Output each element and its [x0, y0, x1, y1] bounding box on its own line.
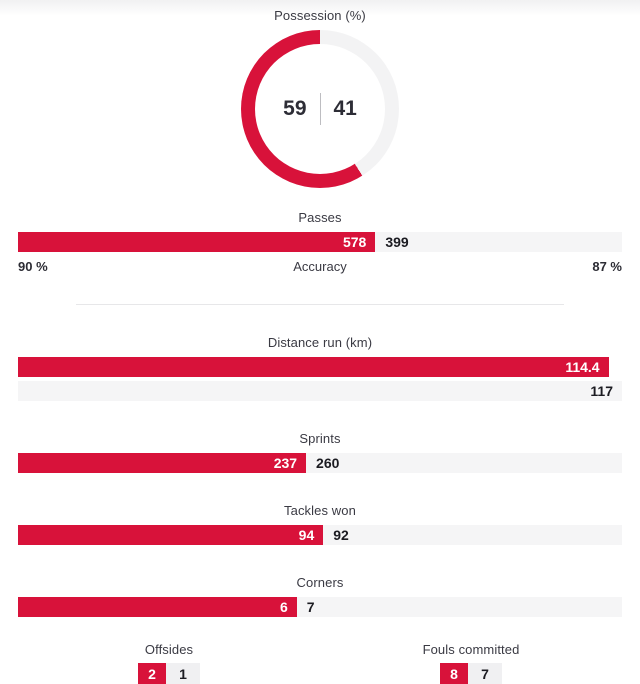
- possession-donut-center: 59 41: [255, 44, 385, 174]
- passes-section: Passes 578 399 90 % Accuracy 87 %: [18, 210, 622, 274]
- offsides-title: Offsides: [144, 642, 194, 657]
- passes-accuracy-row: 90 % Accuracy 87 %: [18, 259, 622, 274]
- tackles-title: Tackles won: [284, 503, 356, 518]
- distance-home-bar-fill: 114.4: [18, 357, 609, 377]
- mini-stats-row: Offsides 2 1 Fouls committed 8 7: [18, 642, 622, 684]
- possession-title: Possession (%): [274, 8, 366, 23]
- passes-title: Passes: [298, 210, 342, 225]
- tackles-away-value: 92: [333, 527, 349, 543]
- sprints-title: Sprints: [299, 431, 341, 446]
- distance-home-value: 114.4: [565, 359, 600, 375]
- passes-bar: 578 399: [18, 232, 622, 252]
- corners-home-value: 6: [279, 599, 288, 615]
- offsides-value-boxes: 2 1: [138, 663, 200, 684]
- corners-bar: 6 7: [18, 597, 622, 617]
- passes-bar-fill: 578: [18, 232, 376, 252]
- passes-away-value: 399: [385, 234, 409, 250]
- passes-home-accuracy: 90 %: [18, 259, 48, 274]
- possession-center-divider: [319, 93, 321, 125]
- sprints-home-value: 237: [273, 455, 298, 471]
- corners-title: Corners: [296, 575, 344, 590]
- offsides-home-value: 2: [138, 663, 166, 684]
- distance-section: Distance run (km) 114.4 117: [18, 335, 622, 401]
- distance-away-value: 117: [590, 383, 613, 399]
- sprints-bar-fill: 237: [18, 453, 307, 473]
- passes-accuracy-label: Accuracy: [293, 259, 347, 274]
- possession-home-value: 59: [283, 97, 307, 120]
- fouls-home-value: 8: [440, 663, 468, 684]
- offsides-away-value: 1: [166, 663, 200, 684]
- corners-section: Corners 6 7: [18, 575, 622, 617]
- corners-bar-fill: 6: [18, 597, 297, 617]
- fouls-value-boxes: 8 7: [440, 663, 502, 684]
- tackles-bar: 94 92: [18, 525, 622, 545]
- fouls-away-value: 7: [468, 663, 502, 684]
- tackles-section: Tackles won 94 92: [18, 503, 622, 545]
- possession-away-value: 41: [333, 97, 357, 120]
- possession-section: Possession (%) 59 41: [18, 8, 622, 188]
- tackles-bar-fill: 94: [18, 525, 324, 545]
- fouls-title: Fouls committed: [422, 642, 520, 657]
- sprints-bar: 237 260: [18, 453, 622, 473]
- passes-away-accuracy: 87 %: [592, 259, 622, 274]
- match-stats-panel: Possession (%) 59 41 Passes 578 399 90 %…: [18, 0, 622, 684]
- distance-away-bar: 117: [18, 381, 622, 401]
- sprints-away-value: 260: [316, 455, 340, 471]
- distance-home-bar: 114.4: [18, 357, 622, 377]
- tackles-home-value: 94: [298, 527, 315, 543]
- passes-home-value: 578: [342, 234, 367, 250]
- sprints-section: Sprints 237 260: [18, 431, 622, 473]
- distance-title: Distance run (km): [267, 335, 373, 350]
- possession-donut-chart: 59 41: [241, 30, 399, 188]
- fouls-section: Fouls committed 8 7: [320, 642, 622, 684]
- section-divider: [76, 304, 564, 305]
- offsides-section: Offsides 2 1: [18, 642, 320, 684]
- corners-away-value: 7: [306, 599, 315, 615]
